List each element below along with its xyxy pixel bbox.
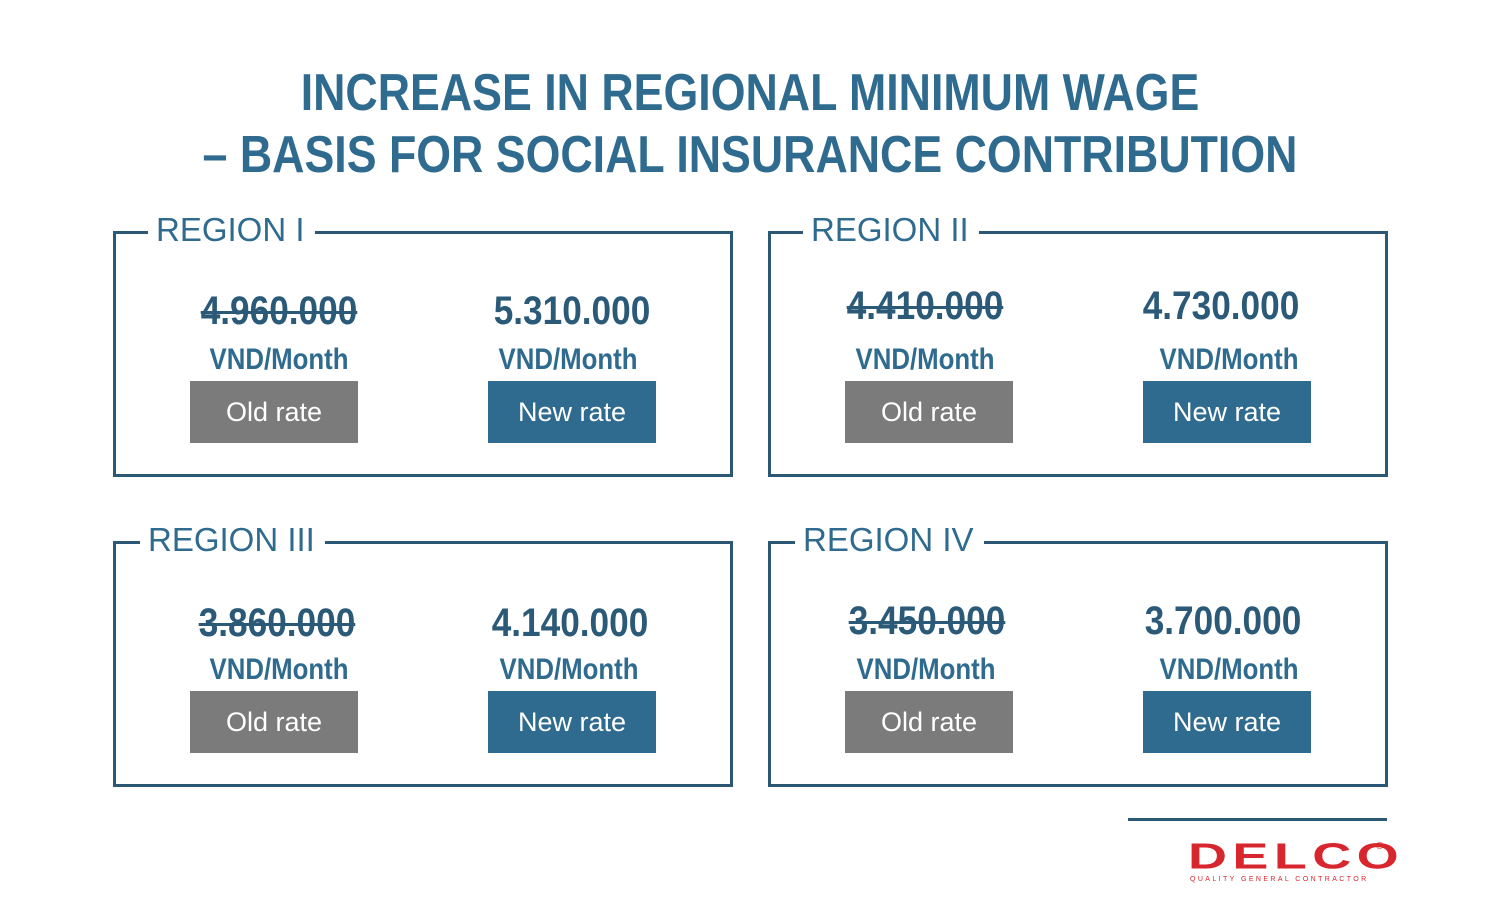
region-4-old-amount: 3.450.000 (848, 599, 1006, 643)
region-3-label: REGION III (140, 518, 325, 562)
region-2-new-rate-button[interactable]: New rate (1143, 381, 1311, 443)
region-3-new-rate-button[interactable]: New rate (488, 691, 656, 753)
title-line-2: – BASIS FOR SOCIAL INSURANCE CONTRIBUTIO… (202, 126, 1298, 184)
region-2-new-amount: 4.730.000 (1142, 284, 1300, 328)
region-3-new-amount: 4.140.000 (491, 601, 649, 645)
logo-tagline: QUALITY GENERAL CONTRACTOR (1190, 876, 1369, 883)
region-1-old-amount: 4.960.000 (200, 289, 358, 333)
logo-wordmark: DELCO (1188, 837, 1404, 877)
region-2-card: REGION II 4.410.000 VND/Month Old rate 4… (768, 208, 1388, 477)
region-2-label: REGION II (803, 208, 979, 252)
region-4-old-unit: VND/Month (856, 653, 996, 686)
page-title: INCREASE IN REGIONAL MINIMUM WAGE – BASI… (105, 62, 1395, 186)
region-4-new-rate-button[interactable]: New rate (1143, 691, 1311, 753)
region-4-card: REGION IV 3.450.000 VND/Month Old rate 3… (768, 518, 1388, 787)
region-1-new-rate-button[interactable]: New rate (488, 381, 656, 443)
region-1-label: REGION I (148, 208, 315, 252)
region-4-new-unit: VND/Month (1159, 653, 1299, 686)
region-1-old-rate-button[interactable]: Old rate (190, 381, 358, 443)
region-1-card: REGION I 4.960.000 VND/Month Old rate 5.… (113, 208, 733, 477)
region-4-new-amount: 3.700.000 (1144, 599, 1302, 643)
registered-mark-icon: ® (1376, 841, 1384, 852)
region-2-old-unit: VND/Month (855, 343, 995, 376)
delco-logo: DELCO ® QUALITY GENERAL CONTRACTOR (1188, 838, 1399, 888)
region-3-old-amount: 3.860.000 (198, 601, 356, 645)
region-3-old-unit: VND/Month (209, 653, 349, 686)
region-3-new-unit: VND/Month (499, 653, 639, 686)
region-1-old-unit: VND/Month (209, 343, 349, 376)
title-line-1: INCREASE IN REGIONAL MINIMUM WAGE (300, 64, 1200, 122)
region-4-old-rate-button[interactable]: Old rate (845, 691, 1013, 753)
footer-divider (1128, 818, 1387, 821)
region-1-new-amount: 5.310.000 (493, 289, 651, 333)
region-3-card: REGION III 3.860.000 VND/Month Old rate … (113, 518, 733, 787)
region-3-old-rate-button[interactable]: Old rate (190, 691, 358, 753)
region-2-new-unit: VND/Month (1159, 343, 1299, 376)
region-2-old-rate-button[interactable]: Old rate (845, 381, 1013, 443)
region-1-new-unit: VND/Month (498, 343, 638, 376)
region-4-label: REGION IV (795, 518, 984, 562)
region-2-old-amount: 4.410.000 (846, 284, 1004, 328)
